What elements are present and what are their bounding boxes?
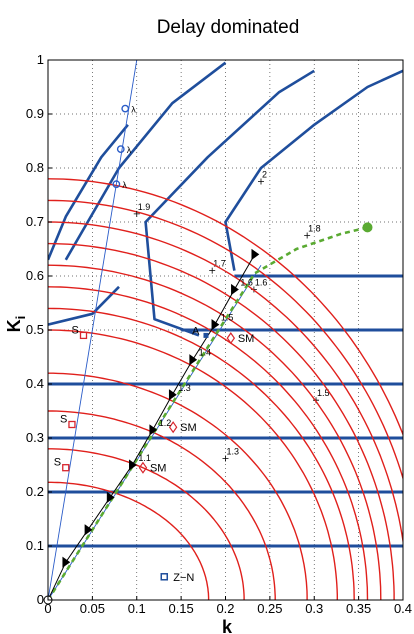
lambda-label: λ	[122, 180, 127, 190]
lambda-label: λ	[127, 145, 132, 155]
y-axis-label-main: K	[4, 319, 24, 332]
blue-corner-contour	[48, 123, 129, 261]
red-contour-label: 1.9	[138, 202, 151, 212]
a-label: A	[192, 325, 200, 337]
black-path-triangle	[106, 491, 115, 503]
y-axis-label-sub: i	[13, 316, 28, 320]
sm-label: SM	[180, 422, 197, 434]
black-path-ratio-label: 1.4	[199, 348, 212, 358]
red-contour-label: 1.5	[317, 388, 330, 398]
red-contour-label: 1.8	[308, 224, 321, 234]
blue-loop-contour	[144, 69, 315, 337]
sm-label: SM	[150, 463, 167, 475]
y-tick-label: 0.9	[26, 106, 44, 121]
s-label: S	[54, 457, 61, 469]
blue-upper-left-contour	[64, 61, 227, 261]
black-path-ratio-label: 1.2	[159, 418, 172, 428]
black-path-triangle	[84, 524, 93, 536]
red-contour-label: 1.7	[213, 259, 226, 269]
contour-label-tick	[258, 178, 264, 185]
tick-layer: 0 0.05 0.1 0.15 0.2 0.25 0.3 0.35 0.4 0 0.1 0.2 0.3 0…	[26, 52, 412, 616]
x-tick-label: 0.05	[80, 601, 105, 616]
a-marker	[203, 332, 209, 338]
red-contour-label: 2	[262, 170, 267, 180]
red-contour	[48, 286, 369, 600]
black-path-ratio-label: 1.6	[240, 278, 253, 288]
black-path-triangle	[149, 424, 158, 436]
black-path-ratio-label: 1.5	[221, 313, 234, 323]
z-n-legend-marker	[160, 573, 169, 581]
blue-inner-contour	[224, 69, 403, 271]
s-marker	[79, 331, 88, 340]
sm-marker	[226, 332, 236, 345]
y-tick-label: 0.2	[26, 484, 44, 499]
green-dashed-path	[48, 226, 368, 600]
contour-label-tick	[304, 232, 311, 239]
y-tick-label: 0	[37, 592, 44, 607]
black-path-triangle	[251, 248, 260, 260]
sm-label: SM	[238, 333, 255, 345]
z-n-legend-label: Z−N	[173, 572, 194, 584]
lambda-label: λ	[131, 105, 136, 115]
s-label: S	[60, 414, 67, 426]
thin-blue-line	[48, 60, 138, 600]
y-tick-label: 0.3	[26, 430, 44, 445]
x-tick-label: 0.2	[216, 601, 234, 616]
x-tick-label: 0.4	[394, 601, 412, 616]
y-tick-label: 0.4	[26, 376, 44, 391]
x-tick-label: 0.3	[305, 601, 323, 616]
red-contour	[48, 372, 308, 600]
black-path-ratio-label: 1.1	[138, 453, 151, 463]
red-contour-label: 1.3	[227, 447, 240, 457]
y-tick-label: 0.6	[26, 268, 44, 283]
y-tick-label: 0.8	[26, 160, 44, 175]
black-path-triangle	[189, 354, 198, 366]
black-path-ratio-label: 1.3	[178, 383, 191, 393]
black-path-triangle	[211, 319, 220, 331]
y-tick-label: 1	[37, 52, 44, 67]
s-label: S	[72, 324, 79, 336]
red-contour	[48, 221, 403, 547]
x-tick-label: 0	[44, 601, 51, 616]
x-tick-label: 0.1	[128, 601, 146, 616]
contour-layer: 1.3 1.5 1.6 1.7 1.8 1.9 2	[48, 60, 403, 600]
black-path-triangle	[62, 556, 71, 568]
x-tick-label: 0.35	[346, 601, 371, 616]
red-contour	[48, 448, 245, 600]
blue-small-contour	[48, 285, 120, 326]
y-tick-label: 0.5	[26, 322, 44, 337]
sm-marker	[168, 421, 178, 434]
red-contour	[48, 329, 338, 600]
lambda-marker	[112, 180, 121, 189]
lambda-marker	[121, 104, 130, 113]
contour-label-tick	[133, 210, 140, 217]
s-marker	[62, 464, 70, 472]
black-path-triangle	[129, 459, 137, 471]
black-path-triangle	[168, 389, 177, 401]
x-axis-label: k	[222, 617, 233, 634]
y-tick-label: 0.7	[26, 214, 44, 229]
contour-label-tick	[222, 455, 229, 462]
contour-label-tick	[209, 267, 216, 274]
s-marker	[68, 420, 76, 429]
red-contour	[48, 264, 382, 600]
x-tick-label: 0.15	[168, 601, 193, 616]
red-contour	[48, 242, 395, 600]
lambda-marker	[116, 145, 125, 154]
marker-layer: λ λ λ S S S SM SM SM A Z−N 1.1 1.2 1.3 1.4 1.5 1.6	[43, 104, 373, 605]
red-contour	[48, 410, 276, 600]
sm-marker	[138, 461, 148, 474]
black-path-triangle	[231, 283, 239, 296]
red-contour	[48, 481, 210, 600]
y-tick-label: 0.1	[26, 538, 44, 553]
red-contour-label: 1.6	[255, 278, 268, 288]
red-contour	[48, 178, 403, 437]
x-tick-label: 0.25	[257, 601, 282, 616]
red-contour	[48, 199, 403, 481]
y-axis-label: Ki	[4, 316, 28, 333]
chart-title: Delay dominated	[157, 17, 300, 38]
red-contour	[48, 307, 355, 600]
green-dot-marker	[362, 222, 373, 233]
